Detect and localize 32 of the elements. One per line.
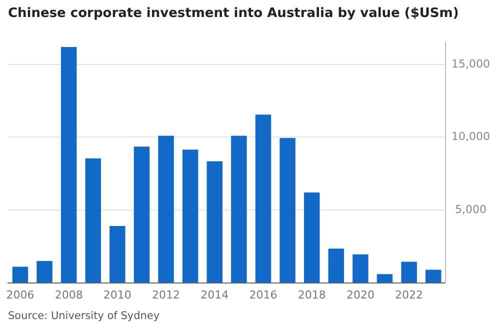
bar [376,274,393,283]
x-tick-label: 2018 [298,288,326,302]
bar [12,266,28,283]
y-tick-label: 15,000 [452,57,490,70]
x-tick-label: 2008 [54,288,83,302]
bar [401,262,417,283]
x-tick-label: 2020 [346,288,374,302]
bar [110,226,126,283]
x-tick-label: 2014 [200,288,229,302]
bar [36,260,52,283]
bar [85,158,101,283]
source-note: Source: University of Sydney [8,310,160,322]
x-tick-label: 2010 [103,288,132,302]
bar [60,46,77,283]
y-tick-label: 10,000 [452,130,490,144]
y-tick-label: 5,000 [455,202,487,216]
bar [425,270,442,283]
bar [255,114,272,283]
bar [352,254,368,283]
bar [182,150,198,283]
bar [206,161,223,283]
bar [328,248,344,283]
x-tick-label: 2022 [395,288,424,302]
bar [134,146,150,283]
chart-title: Chinese corporate investment into Australia by value ($USm) [8,6,459,21]
bar [231,136,247,283]
bar [280,138,296,283]
x-tick-label: 2012 [152,288,180,302]
bar [158,136,174,283]
x-tick-label: 2006 [6,288,34,302]
x-tick-label: 2016 [249,288,278,302]
bar [304,192,320,283]
